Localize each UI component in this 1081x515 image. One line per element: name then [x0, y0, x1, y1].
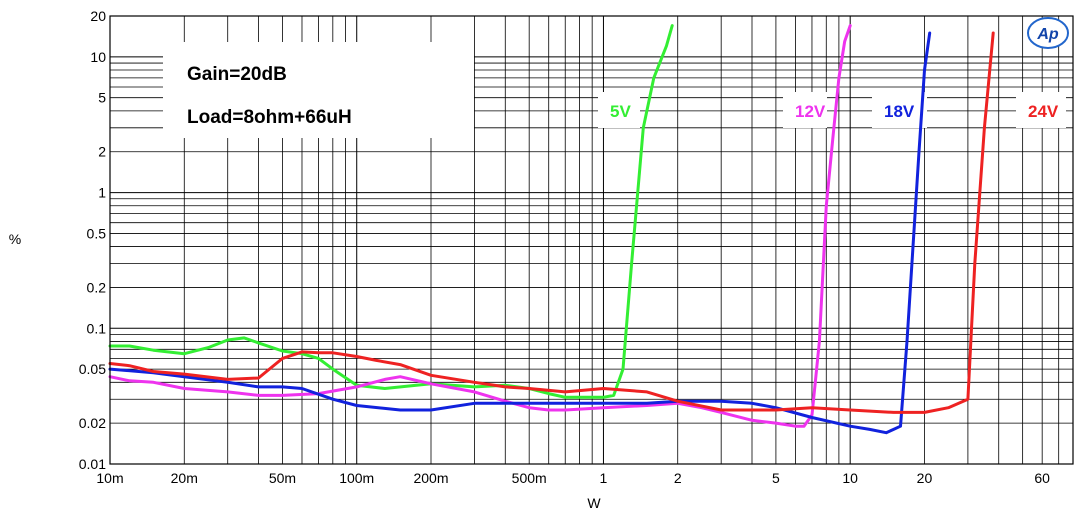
series-line-24V [108, 31, 995, 414]
series-label-18V: 18V [884, 102, 915, 121]
y-tick-label: 5 [98, 90, 106, 106]
x-tick-label: 2 [674, 470, 682, 486]
series-label-box [1016, 92, 1066, 128]
plot-frame [109, 15, 1074, 465]
x-tick-label: 1 [600, 470, 608, 486]
x-axis-label: W [587, 495, 601, 511]
x-tick-label: 200m [413, 470, 448, 486]
series-label-box [872, 92, 927, 128]
x-tick-label: 10m [96, 470, 123, 486]
series-label-5V: 5V [610, 102, 631, 121]
series-label-box [598, 92, 640, 128]
annotation-gain: Gain=20dB [187, 64, 287, 85]
y-tick-label: 0.02 [79, 415, 106, 431]
series-label-12V: 12V [795, 102, 826, 121]
series-line-18V [108, 31, 932, 435]
logo-text: Ap [1036, 26, 1059, 43]
plot-border [109, 15, 1074, 465]
x-tick-label: 60 [1034, 470, 1050, 486]
series-line-12V [108, 24, 852, 428]
y-tick-labels: 20 10 5 2 1 0.5 0.2 0.1 0.05 0.02 0.01 [79, 8, 106, 472]
x-tick-label: 5 [772, 470, 780, 486]
x-tick-label: 20 [917, 470, 933, 486]
y-tick-label: 2 [98, 144, 106, 160]
series-label-box [783, 92, 827, 128]
y-tick-label: 1 [98, 185, 106, 201]
y-tick-label: 0.1 [87, 320, 107, 336]
annotation-load: Load=8ohm+66uH [187, 107, 352, 128]
y-axis-label: % [9, 231, 21, 247]
y-tick-label: 0.05 [79, 361, 106, 377]
y-tick-label: 0.01 [79, 456, 106, 472]
ap-logo: Ap [1027, 17, 1069, 49]
series-lines [108, 24, 995, 435]
series-label-boxes: 5V 12V 18V 24V [598, 92, 1066, 128]
x-tick-label: 10 [842, 470, 858, 486]
annotation-background [163, 42, 474, 138]
series-label-24V: 24V [1028, 102, 1059, 121]
x-tick-label: 20m [171, 470, 198, 486]
x-tick-label: 500m [512, 470, 547, 486]
annotation-box: Gain=20dB Load=8ohm+66uH [163, 42, 474, 138]
y-tick-label: 20 [90, 8, 106, 24]
x-tick-label: 100m [339, 470, 374, 486]
x-tick-label: 50m [269, 470, 296, 486]
y-tick-label: 0.5 [87, 225, 107, 241]
logo-ring-icon [1027, 17, 1069, 49]
y-tick-label: 10 [90, 49, 106, 65]
y-tick-label: 0.2 [87, 279, 107, 295]
x-tick-labels: 10m 20m 50m 100m 200m 500m 1 2 5 10 20 60 [96, 470, 1050, 486]
